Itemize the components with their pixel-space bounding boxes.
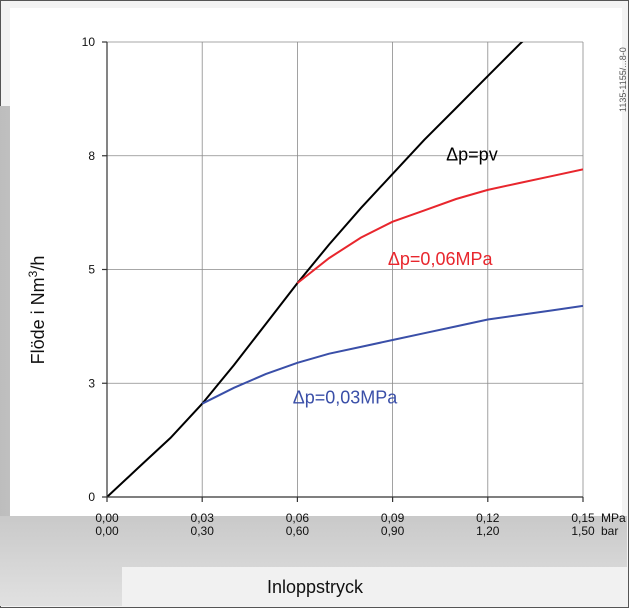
y-axis-title-superscript: 3 bbox=[26, 270, 40, 277]
x-tick-label-mpa: 0,12 bbox=[476, 511, 500, 525]
x-tick-label-bar: 0,00 bbox=[95, 524, 119, 538]
y-tick-label: 0 bbox=[88, 490, 95, 504]
bottom-inner-panel bbox=[122, 567, 627, 606]
axis-layer bbox=[102, 41, 584, 502]
series-line bbox=[201, 304, 583, 405]
label-layer: 0 3 5 8 10 0,000,00 0,030,30 0,060,60 0,090,90 0,… bbox=[82, 35, 626, 538]
x-tick-label-bar: 1,20 bbox=[476, 524, 500, 538]
y-axis-title-main: Flöde i Nm bbox=[28, 277, 48, 364]
x-tick-label-mpa: 0,03 bbox=[191, 511, 215, 525]
x-axis-title: Inloppstryck bbox=[267, 577, 364, 597]
series-label: Δp=0,06MPa bbox=[388, 249, 494, 269]
x-tick-label-bar: 0,90 bbox=[381, 524, 405, 538]
y-axis-title-tail: /h bbox=[28, 256, 48, 271]
series-line bbox=[107, 42, 524, 497]
side-code-label: 1135-1155/...8-0 bbox=[618, 47, 628, 112]
series-layer bbox=[107, 42, 583, 497]
y-axis-title: Flöde i Nm3/h bbox=[26, 256, 48, 365]
x-tick-label-bar: 0,30 bbox=[191, 524, 215, 538]
series-label: Δp=pv bbox=[446, 144, 498, 164]
y-tick-label: 3 bbox=[88, 376, 95, 390]
y-tick-label: 8 bbox=[88, 149, 95, 163]
x-tick-label-mpa: 0,00 bbox=[95, 511, 119, 525]
y-tick-label: 10 bbox=[82, 35, 96, 49]
x-tick-label-mpa: 0,06 bbox=[286, 511, 310, 525]
x-unit-mpa: MPa bbox=[601, 511, 626, 525]
x-tick-label-mpa: 0,09 bbox=[381, 511, 405, 525]
x-unit-bar: bar bbox=[601, 524, 618, 538]
series-label: Δp=0,03MPa bbox=[293, 388, 399, 408]
x-tick-label-mpa: 0,15 bbox=[571, 511, 595, 525]
x-tick-label-bar: 0,60 bbox=[286, 524, 310, 538]
x-tick-label-bar: 1,50 bbox=[571, 524, 595, 538]
grid-layer bbox=[107, 41, 584, 497]
y-tick-label: 5 bbox=[88, 263, 95, 277]
series-line bbox=[296, 168, 583, 284]
